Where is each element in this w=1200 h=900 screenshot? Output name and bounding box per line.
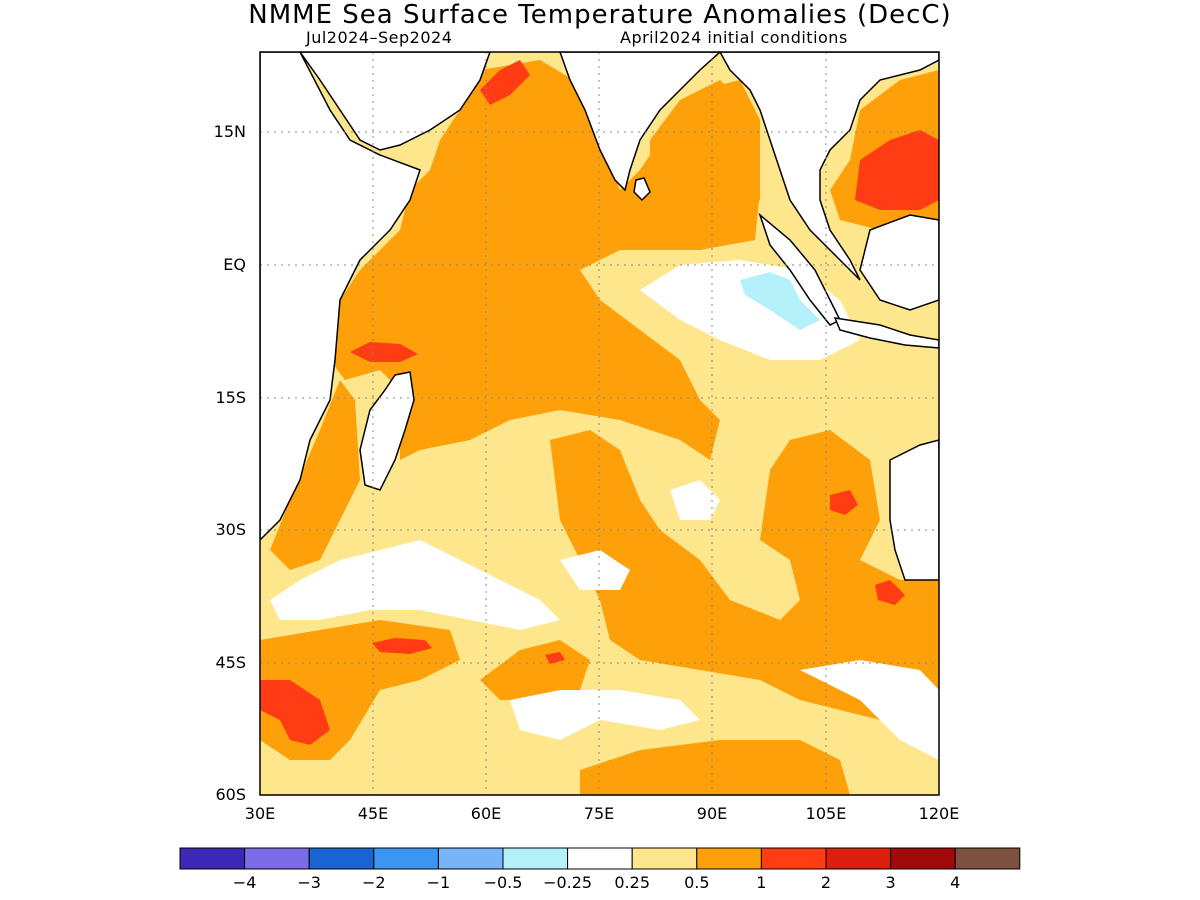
lat-label-45s: 45S xyxy=(215,653,246,672)
colorbar-tick-label: 3 xyxy=(885,873,896,892)
anomaly-fill-neutral-c xyxy=(670,480,720,520)
lat-label-eq: EQ xyxy=(223,255,246,274)
anomaly-fill-south-east xyxy=(580,740,850,795)
anomaly-fill-strong-east xyxy=(830,490,858,515)
land-india xyxy=(559,52,722,192)
lon-label-75e: 75E xyxy=(583,804,615,823)
anomaly-fill-strong-scs xyxy=(855,130,939,210)
lon-label-60e: 60E xyxy=(470,804,502,823)
land-java xyxy=(833,317,939,349)
anomaly-fill-strong-arabia xyxy=(480,60,530,105)
colorbar-tick-label: −0.25 xyxy=(543,873,593,892)
anomaly-fill-neutral-s xyxy=(510,690,700,740)
colorbar-swatch xyxy=(696,847,762,870)
colorbar-swatch xyxy=(954,847,1021,870)
anomaly-fill-strong-sw xyxy=(260,680,330,745)
colorbar-swatch xyxy=(244,847,310,870)
colorbar-tick-label: 2 xyxy=(820,873,832,892)
colorbar-swatch xyxy=(631,847,698,870)
colorbar-swatch xyxy=(373,847,439,870)
lat-label-15s: 15S xyxy=(215,388,246,407)
lon-label-105e: 105E xyxy=(805,804,847,823)
anomaly-fill-strong-madagascar-n xyxy=(350,342,418,362)
colorbar-swatch xyxy=(437,847,504,870)
colorbar-tick-label: 0.5 xyxy=(684,873,710,892)
anomaly-fill-neutral-sw xyxy=(270,540,560,630)
anomaly-fill-bay-bengal xyxy=(650,80,760,230)
colorbar-swatch xyxy=(567,847,633,870)
colorbar-tick-label: −2 xyxy=(362,873,386,892)
land-borneo xyxy=(859,214,939,311)
colorbar-tick-label: 1 xyxy=(756,873,767,892)
colorbar-swatch xyxy=(502,847,569,870)
colorbar-tick-label: 0.25 xyxy=(614,873,650,892)
gridlines xyxy=(260,52,939,795)
colorbar-swatch xyxy=(825,847,892,870)
anomaly-fill-strong-s2 xyxy=(545,652,565,664)
colorbar-swatch xyxy=(179,847,246,870)
land-sri-lanka xyxy=(633,177,651,202)
colorbar-tick-label: 4 xyxy=(950,873,961,892)
lon-label-120e: 120E xyxy=(918,804,960,823)
colorbar-tick-label: −3 xyxy=(297,873,321,892)
land-australia xyxy=(889,439,939,581)
land-arabia xyxy=(260,52,491,151)
map-title: NMME Sea Surface Temperature Anomalies (… xyxy=(248,0,952,30)
anomaly-fill-cool-patch xyxy=(740,272,820,330)
lat-label-60s: 60S xyxy=(215,785,246,804)
colorbar-tick-label: −4 xyxy=(232,873,257,892)
land-southeast-asia xyxy=(719,52,939,281)
colorbar xyxy=(179,847,1021,870)
colorbar-swatch xyxy=(760,847,827,870)
land-africa xyxy=(260,52,421,542)
colorbar-tick-label: −0.5 xyxy=(483,873,523,892)
colorbar-swatch xyxy=(890,847,956,870)
lon-label-45e: 45E xyxy=(357,804,389,823)
plot-frame xyxy=(259,51,940,796)
anomaly-fill-strong-se xyxy=(875,580,905,605)
initial-conditions: April2024 initial conditions xyxy=(620,28,848,47)
land-madagascar xyxy=(359,371,415,491)
lon-label-90e: 90E xyxy=(696,804,728,823)
anomaly-fill-neutral-mid xyxy=(560,550,630,590)
colorbar-tick-label: −1 xyxy=(426,873,451,892)
land-sumatra xyxy=(758,212,842,326)
colorbar-swatch xyxy=(308,847,375,870)
lat-label-15n: 15N xyxy=(213,122,246,141)
anomaly-fill-south-mid xyxy=(480,640,590,700)
lat-label-30s: 30S xyxy=(215,520,246,539)
anomaly-fill-africa-coast xyxy=(270,380,360,570)
lon-label-30e: 30E xyxy=(244,804,276,823)
forecast-period: Jul2024–Sep2024 xyxy=(306,28,453,47)
anomaly-fill-strong-s xyxy=(372,638,432,654)
anomaly-fill-neutral-se xyxy=(800,660,939,760)
